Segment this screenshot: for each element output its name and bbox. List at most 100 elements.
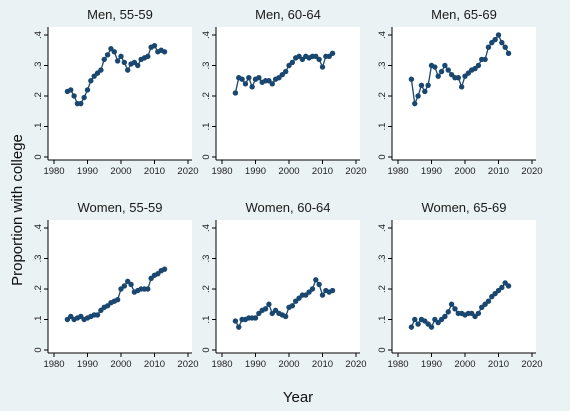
plot-area — [392, 27, 536, 160]
panel: Men, 60-64 0 .1 .2 .3 .4 1980 1990 2000 2010 2020 — [201, 7, 367, 177]
data-point — [428, 324, 435, 330]
data-point — [145, 286, 151, 292]
data-point — [78, 100, 84, 107]
data-point — [475, 62, 482, 69]
plot-area — [392, 220, 536, 353]
x-tick-label: 1990 — [421, 166, 442, 177]
data-point — [135, 62, 141, 69]
y-tick-label: .1 — [201, 123, 212, 131]
data-point — [309, 286, 316, 292]
y-tick-label: .4 — [201, 31, 212, 39]
data-point — [252, 315, 259, 321]
data-point — [499, 39, 505, 46]
panel-title: Men, 60-64 — [255, 7, 321, 22]
data-point — [408, 324, 415, 330]
x-tick-label: 1980 — [211, 359, 232, 370]
panel-title: Women, 65-69 — [421, 200, 506, 215]
data-point — [415, 321, 421, 327]
plot-area — [216, 27, 360, 160]
y-tick-label: 0 — [377, 347, 388, 352]
y-tick-label: .4 — [377, 224, 388, 232]
data-point — [118, 53, 124, 60]
data-point — [495, 32, 502, 38]
y-tick-label: .4 — [33, 224, 44, 232]
x-tick-label: 2010 — [488, 166, 509, 177]
data-point — [121, 283, 128, 289]
data-point — [452, 306, 458, 312]
data-point — [94, 312, 101, 318]
data-point — [68, 87, 74, 93]
x-axis-title: Year — [283, 389, 313, 406]
y-tick-label: .1 — [201, 316, 212, 324]
y-tick-label: 0 — [377, 154, 388, 159]
data-point — [458, 84, 465, 90]
x-tick-label: 2020 — [177, 359, 198, 370]
y-tick-label: .3 — [377, 62, 388, 70]
x-tick-label: 2010 — [312, 166, 333, 177]
data-point — [313, 277, 319, 283]
y-axis-title: Proportion with college — [9, 134, 26, 286]
x-tick-label: 2000 — [278, 166, 299, 177]
x-tick-label: 2000 — [110, 166, 131, 177]
y-tick-label: .4 — [201, 224, 212, 232]
data-point — [232, 90, 239, 96]
data-point — [282, 68, 289, 75]
data-point — [71, 93, 77, 99]
data-point — [319, 292, 326, 298]
x-tick-label: 2020 — [177, 166, 198, 177]
x-tick-label: 2020 — [521, 166, 542, 177]
panel: Men, 55-59 0 .1 .2 .3 .4 1980 1990 2000 2010 2020 — [33, 7, 199, 177]
data-point — [161, 49, 168, 55]
x-tick-label: 2020 — [345, 166, 366, 177]
panel: Women, 65-69 0 .1 .2 .3 .4 1980 1990 2000 2010 202… — [377, 200, 543, 370]
data-point — [145, 53, 151, 60]
y-tick-label: .3 — [33, 255, 44, 263]
data-point — [282, 313, 289, 320]
y-tick-label: .2 — [377, 285, 388, 293]
data-point — [418, 82, 425, 89]
data-point — [422, 88, 428, 95]
x-tick-label: 2000 — [454, 166, 475, 177]
y-tick-label: 0 — [201, 347, 212, 352]
data-point — [256, 75, 262, 81]
data-point — [239, 76, 245, 82]
y-tick-label: .2 — [201, 285, 212, 293]
x-tick-label: 1980 — [387, 359, 408, 370]
data-point — [445, 67, 451, 73]
data-point — [151, 42, 158, 49]
data-point — [412, 316, 418, 323]
data-point — [84, 87, 91, 93]
x-tick-label: 1990 — [245, 166, 266, 177]
data-point — [269, 81, 275, 87]
x-tick-label: 2000 — [454, 359, 475, 370]
data-point — [415, 93, 421, 99]
data-point — [442, 62, 448, 69]
x-tick-label: 2020 — [345, 359, 366, 370]
data-point — [455, 75, 461, 81]
y-tick-label: .1 — [33, 316, 44, 324]
data-point — [232, 318, 239, 324]
data-point — [412, 100, 418, 107]
y-tick-label: .1 — [377, 123, 388, 131]
data-point — [242, 81, 249, 87]
data-point — [448, 301, 455, 307]
data-point — [114, 296, 121, 303]
data-point — [505, 283, 512, 289]
y-tick-label: .2 — [377, 92, 388, 100]
y-tick-label: .4 — [33, 31, 44, 39]
plot-area — [216, 220, 360, 353]
data-point — [88, 78, 94, 84]
panel: Women, 60-64 0 .1 .2 .3 .4 1980 1990 2000 2010 202… — [201, 200, 367, 370]
data-point — [289, 59, 296, 66]
data-point — [101, 56, 107, 63]
x-tick-label: 2000 — [110, 359, 131, 370]
data-point — [329, 50, 336, 56]
x-tick-label: 1980 — [387, 166, 408, 177]
data-point — [249, 84, 255, 90]
x-tick-label: 2010 — [144, 359, 165, 370]
data-point — [128, 281, 134, 288]
x-tick-label: 1990 — [77, 166, 98, 177]
y-tick-label: .3 — [377, 255, 388, 263]
data-point — [499, 284, 505, 291]
